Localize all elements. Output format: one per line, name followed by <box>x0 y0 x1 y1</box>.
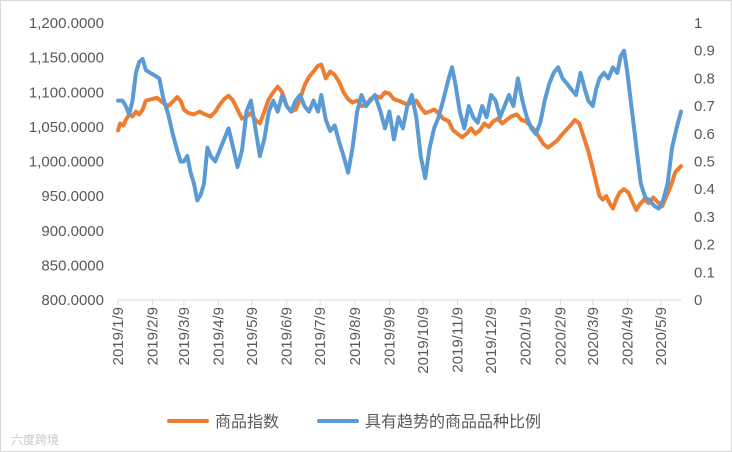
x-tick-label: 2019/10/9 <box>415 307 432 374</box>
x-tick-label: 2020/1/9 <box>518 307 535 365</box>
x-tick-label: 2019/5/9 <box>244 307 261 365</box>
x-tick-label: 2019/8/9 <box>347 307 364 365</box>
left-tick-label: 950.0000 <box>41 188 104 205</box>
left-tick-label: 900.0000 <box>41 223 104 240</box>
left-tick-label: 800.0000 <box>41 292 104 309</box>
series-line-commodity-index <box>116 62 683 212</box>
right-axis-ticks: 0 0.1 0.2 0.3 0.4 0.5 0.6 0.7 0.8 0.9 1 <box>694 15 715 309</box>
right-tick-label: 0.2 <box>694 237 715 254</box>
left-tick-label: 1,100.0000 <box>29 84 104 101</box>
x-tick-label: 2020/5/9 <box>653 307 670 365</box>
x-tick-label: 2019/3/9 <box>176 307 193 365</box>
legend-label-commodity-index: 商品指数 <box>215 412 279 431</box>
right-tick-label: 0.5 <box>694 154 715 171</box>
left-tick-label: 1,050.0000 <box>29 119 104 136</box>
x-axis-ticks: 2019/1/9 2019/2/9 2019/3/9 2019/4/9 2019/5/9… <box>110 300 670 374</box>
left-tick-label: 1,000.0000 <box>29 154 104 171</box>
x-tick-label: 2020/4/9 <box>619 307 636 365</box>
x-tick-label: 2019/11/9 <box>450 307 467 373</box>
series-line-trend-ratio <box>116 48 683 211</box>
right-tick-label: 0.4 <box>694 181 715 198</box>
right-tick-label: 0.7 <box>694 98 715 115</box>
right-tick-label: 1 <box>694 15 702 32</box>
x-tick-label: 2019/4/9 <box>211 307 228 365</box>
watermark-text: 六度跨境 <box>11 432 59 447</box>
watermark: 六度跨境 <box>11 432 59 447</box>
x-tick-label: 2019/6/9 <box>279 307 296 365</box>
series-lines <box>116 48 683 212</box>
x-tick-label: 2019/9/9 <box>381 307 398 365</box>
right-tick-label: 0.8 <box>694 70 715 87</box>
x-tick-label: 2019/7/9 <box>312 307 329 365</box>
right-tick-label: 0.3 <box>694 209 715 226</box>
legend-label-trend-ratio: 具有趋势的商品品种比例 <box>365 412 541 431</box>
right-tick-label: 0.9 <box>694 43 715 60</box>
right-tick-label: 0 <box>694 292 702 309</box>
x-tick-label: 2019/12/9 <box>483 307 500 374</box>
left-tick-label: 850.0000 <box>41 257 104 274</box>
x-tick-label: 2020/2/9 <box>552 307 569 365</box>
right-tick-label: 0.1 <box>694 264 715 281</box>
left-tick-label: 1,200.0000 <box>29 15 104 32</box>
x-tick-label: 2020/3/9 <box>585 307 602 365</box>
x-tick-label: 2019/1/9 <box>110 307 127 365</box>
right-tick-label: 0.6 <box>694 126 715 143</box>
legend: 商品指数 具有趋势的商品品种比例 <box>167 412 541 431</box>
left-axis-ticks: 800.0000 850.0000 900.0000 950.0000 1,000.00… <box>29 15 104 309</box>
left-tick-label: 1,150.0000 <box>29 50 104 67</box>
x-tick-label: 2019/2/9 <box>145 307 162 365</box>
